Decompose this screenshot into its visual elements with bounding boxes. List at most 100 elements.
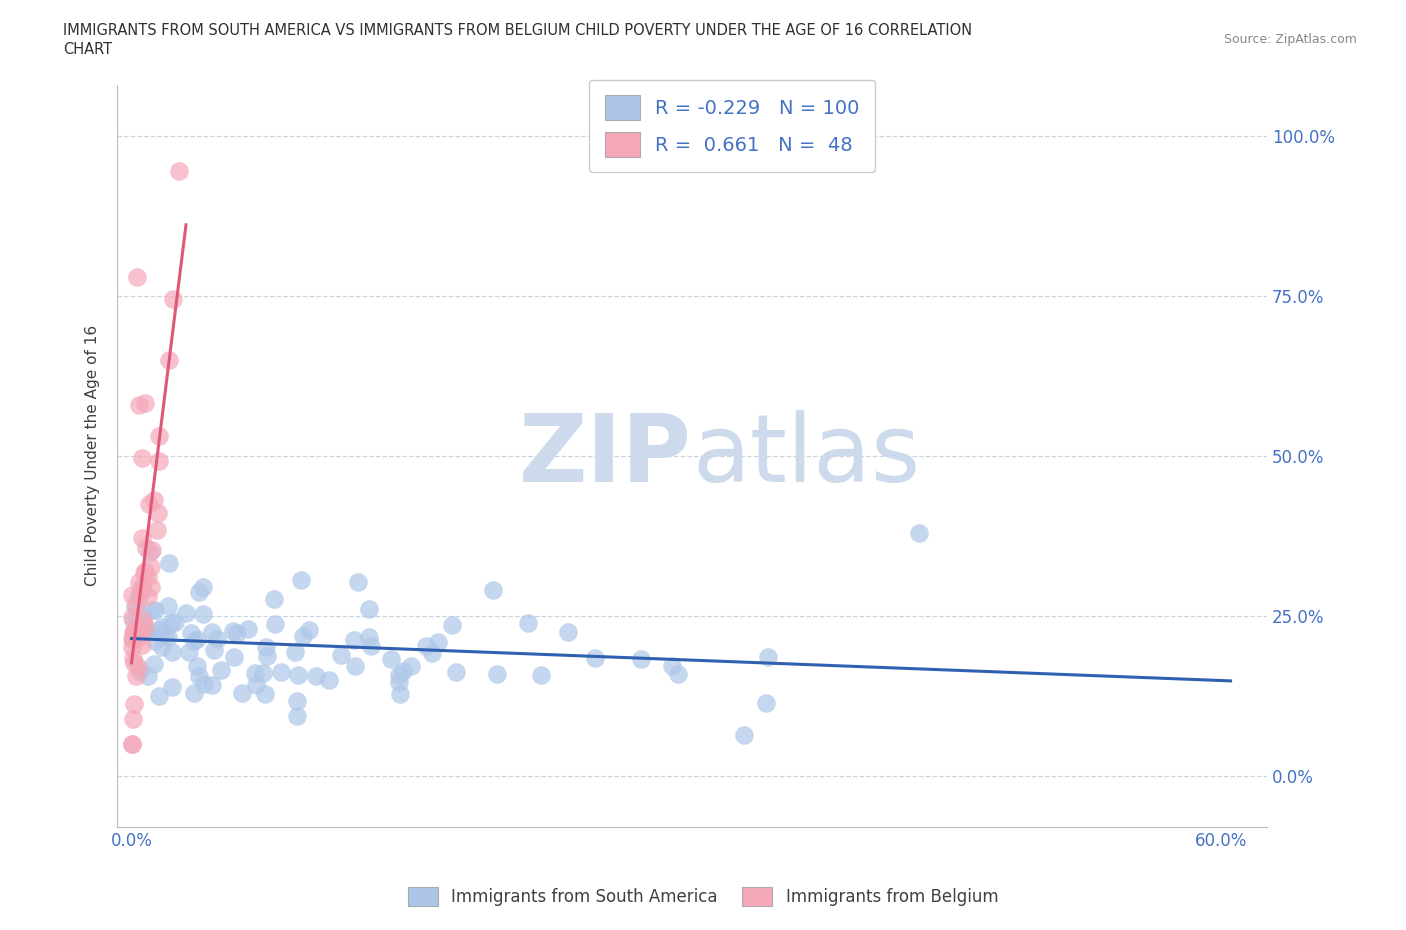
Point xyxy=(516,616,538,631)
Text: CHART: CHART xyxy=(63,42,112,57)
Point xyxy=(162,291,184,306)
Point xyxy=(359,601,381,616)
Point xyxy=(205,631,228,646)
Point xyxy=(485,666,508,681)
Point xyxy=(134,564,156,578)
Point xyxy=(131,579,153,594)
Point xyxy=(134,623,156,638)
Point xyxy=(254,640,277,655)
Point xyxy=(318,672,340,687)
Text: Source: ZipAtlas.com: Source: ZipAtlas.com xyxy=(1223,33,1357,46)
Point xyxy=(135,622,157,637)
Point xyxy=(142,657,165,671)
Point xyxy=(139,545,162,560)
Point xyxy=(441,618,464,632)
Point xyxy=(174,605,197,620)
Point xyxy=(292,629,315,644)
Point xyxy=(125,621,148,636)
Point xyxy=(124,599,146,614)
Point xyxy=(131,530,153,545)
Point xyxy=(388,674,411,689)
Point xyxy=(183,633,205,648)
Point xyxy=(444,665,467,680)
Point xyxy=(305,669,328,684)
Point xyxy=(122,651,145,666)
Point xyxy=(143,493,166,508)
Point xyxy=(132,608,155,623)
Point xyxy=(132,622,155,637)
Point xyxy=(127,591,149,605)
Point xyxy=(131,623,153,638)
Point xyxy=(245,678,267,693)
Point xyxy=(755,696,778,711)
Point xyxy=(583,650,606,665)
Point xyxy=(180,626,202,641)
Point xyxy=(122,697,145,711)
Point xyxy=(224,649,246,664)
Point xyxy=(225,625,247,640)
Text: atlas: atlas xyxy=(692,410,920,502)
Point xyxy=(148,623,170,638)
Point xyxy=(135,541,157,556)
Text: ZIP: ZIP xyxy=(519,410,692,502)
Point xyxy=(141,579,163,594)
Point xyxy=(256,649,278,664)
Point xyxy=(125,669,148,684)
Point xyxy=(141,559,163,574)
Point xyxy=(357,630,380,644)
Point xyxy=(121,632,143,647)
Point xyxy=(283,644,305,659)
Point xyxy=(127,659,149,674)
Point xyxy=(360,639,382,654)
Point xyxy=(183,685,205,700)
Point xyxy=(121,610,143,625)
Point xyxy=(141,603,163,618)
Point xyxy=(134,566,156,581)
Point xyxy=(121,588,143,603)
Legend: Immigrants from South America, Immigrants from Belgium: Immigrants from South America, Immigrant… xyxy=(399,878,1007,914)
Point xyxy=(177,644,200,659)
Point xyxy=(124,624,146,639)
Point xyxy=(270,664,292,679)
Point xyxy=(908,525,931,540)
Point xyxy=(148,428,170,443)
Point xyxy=(298,622,321,637)
Point xyxy=(201,624,224,639)
Point xyxy=(285,693,308,708)
Point xyxy=(125,599,148,614)
Point xyxy=(733,727,755,742)
Point xyxy=(141,543,163,558)
Point xyxy=(343,632,366,647)
Point xyxy=(329,647,352,662)
Point xyxy=(263,591,285,606)
Point xyxy=(399,658,422,673)
Point xyxy=(136,669,159,684)
Point xyxy=(661,658,683,673)
Point xyxy=(129,617,152,631)
Point xyxy=(148,506,170,521)
Point xyxy=(188,585,211,600)
Point xyxy=(131,581,153,596)
Point xyxy=(121,737,143,751)
Point xyxy=(264,617,287,631)
Point xyxy=(122,625,145,640)
Point xyxy=(134,396,156,411)
Point xyxy=(131,450,153,465)
Point xyxy=(121,631,143,645)
Point xyxy=(148,689,170,704)
Point xyxy=(243,665,266,680)
Legend: R = -0.229   N = 100, R =  0.661   N =  48: R = -0.229 N = 100, R = 0.661 N = 48 xyxy=(589,80,875,172)
Point xyxy=(160,644,183,659)
Point xyxy=(122,711,145,726)
Point xyxy=(136,589,159,604)
Point xyxy=(253,686,276,701)
Point xyxy=(127,631,149,645)
Point xyxy=(666,667,689,682)
Point xyxy=(132,613,155,628)
Point xyxy=(756,649,779,664)
Point xyxy=(157,352,180,367)
Point xyxy=(188,669,211,684)
Point xyxy=(136,569,159,584)
Point xyxy=(125,270,148,285)
Point xyxy=(420,645,443,660)
